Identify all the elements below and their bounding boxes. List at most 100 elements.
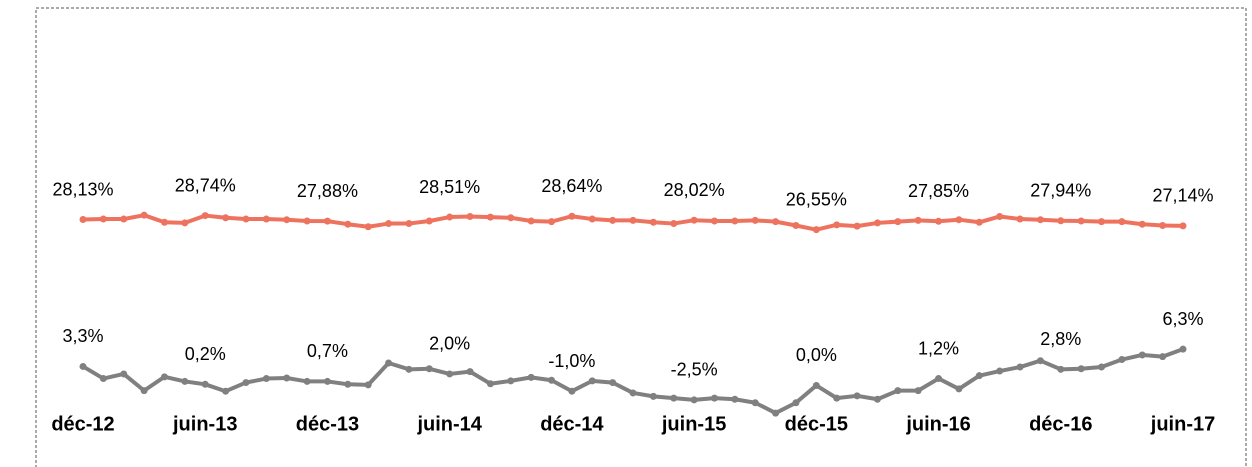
point [1098, 363, 1106, 371]
value-label: 0,0% [796, 345, 837, 365]
value-label: 2,8% [1040, 329, 1081, 349]
value-label: 0,7% [307, 341, 348, 361]
point [120, 370, 128, 378]
point [772, 218, 780, 226]
point [466, 212, 474, 220]
point [935, 217, 943, 225]
value-label: 26,55% [786, 189, 847, 209]
point [670, 220, 678, 228]
point [894, 218, 902, 226]
point [1098, 218, 1106, 226]
point [1179, 345, 1187, 353]
point [792, 221, 800, 229]
point [242, 379, 250, 387]
value-label: 27,85% [908, 181, 969, 201]
point [548, 218, 556, 226]
point [1077, 365, 1085, 373]
point [873, 395, 881, 403]
point [833, 221, 841, 229]
point [160, 218, 168, 226]
chart-border [35, 7, 1247, 467]
point [955, 216, 963, 224]
point [323, 217, 331, 225]
point [1057, 365, 1065, 373]
point [690, 216, 698, 224]
point [548, 376, 556, 384]
point [181, 377, 189, 385]
point [222, 214, 230, 222]
point [262, 375, 270, 383]
point [385, 359, 393, 367]
point [996, 367, 1004, 375]
point [975, 218, 983, 226]
point [710, 217, 718, 225]
point [649, 218, 657, 226]
point [140, 211, 148, 219]
x-tick-label: déc-16 [1029, 413, 1092, 435]
value-label: 27,14% [1152, 186, 1213, 206]
value-label: 1,2% [918, 338, 959, 358]
point [609, 216, 617, 224]
value-label: 28,64% [541, 176, 602, 196]
point [507, 377, 515, 385]
point [853, 392, 861, 400]
point [446, 213, 454, 221]
x-tick-label: déc-12 [51, 413, 114, 435]
point [1159, 221, 1167, 229]
point [344, 220, 352, 228]
point [303, 377, 311, 385]
point [894, 387, 902, 395]
point [405, 365, 413, 373]
point [588, 215, 596, 223]
point [466, 368, 474, 376]
point [140, 387, 148, 395]
point [568, 387, 576, 395]
point [486, 380, 494, 388]
point [1077, 217, 1085, 225]
point [670, 394, 678, 402]
point [1016, 215, 1024, 223]
value-label: -2,5% [671, 360, 718, 380]
point [568, 212, 576, 220]
point [1179, 222, 1187, 230]
point [303, 217, 311, 225]
point [79, 362, 87, 370]
point [385, 220, 393, 228]
x-tick-label: juin-13 [172, 413, 237, 435]
point [935, 375, 943, 383]
point [527, 373, 535, 381]
x-tick-label: juin-17 [1150, 413, 1215, 435]
point [609, 379, 617, 387]
point [1016, 363, 1024, 371]
point [812, 226, 820, 234]
point [283, 216, 291, 224]
point [914, 216, 922, 224]
value-label: 0,2% [185, 344, 226, 364]
point [283, 374, 291, 382]
point [873, 219, 881, 227]
point [242, 215, 250, 223]
point [792, 399, 800, 407]
value-label: 28,51% [419, 177, 480, 197]
point [1138, 351, 1146, 359]
x-tick-label: déc-14 [540, 413, 604, 435]
point [425, 365, 433, 373]
point [201, 212, 209, 220]
point [160, 373, 168, 381]
value-label: 28,13% [52, 179, 113, 199]
x-tick-label: déc-15 [785, 413, 848, 435]
point [99, 215, 107, 223]
point [690, 396, 698, 404]
value-label: 6,3% [1162, 309, 1203, 329]
point [629, 216, 637, 224]
point [1057, 217, 1065, 225]
point [507, 214, 515, 222]
value-label: 28,02% [664, 180, 725, 200]
point [262, 215, 270, 223]
value-label: 2,0% [429, 334, 470, 354]
point [731, 217, 739, 225]
point [751, 399, 759, 407]
point [996, 212, 1004, 220]
point [955, 385, 963, 393]
